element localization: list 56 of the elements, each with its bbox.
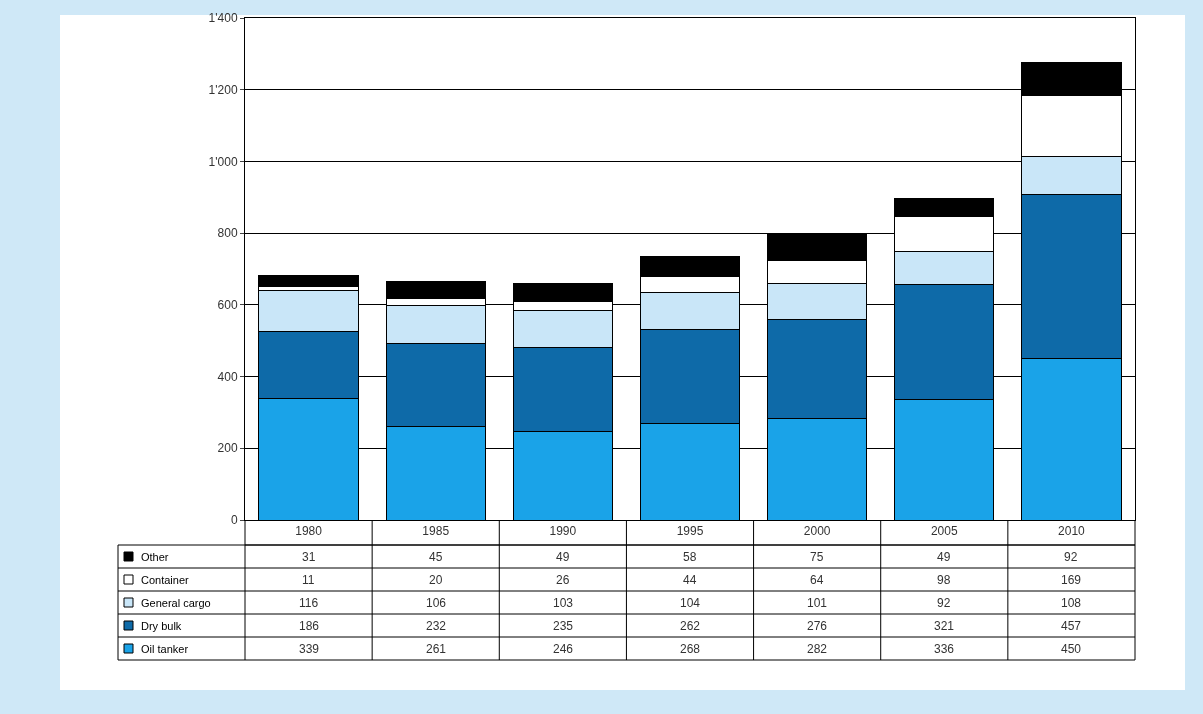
- legend-label: Other: [141, 551, 169, 563]
- y-tick-label: 600: [217, 298, 238, 313]
- x-tick-label: 2000: [803, 524, 831, 539]
- data-label: 11: [302, 573, 315, 587]
- legend-label: General cargo: [141, 597, 211, 609]
- x-tick-label: 2010: [1058, 524, 1086, 539]
- data-label: 116: [299, 596, 319, 610]
- data-label: 262: [680, 619, 701, 633]
- y-tick-label: 800: [217, 226, 238, 241]
- data-label: 186: [299, 619, 320, 633]
- y-tick-label: 200: [217, 441, 238, 456]
- data-label: 336: [934, 642, 955, 656]
- data-label: 235: [553, 619, 574, 633]
- data-label: 44: [683, 573, 697, 587]
- data-label: 339: [299, 642, 320, 656]
- data-label: 169: [1061, 573, 1082, 587]
- data-label: 282: [807, 642, 828, 656]
- x-tick-label: 1980: [295, 524, 323, 539]
- data-label: 98: [937, 573, 951, 587]
- data-label: 450: [1061, 642, 1082, 656]
- data-label: 103: [553, 596, 574, 610]
- data-label: 58: [683, 550, 697, 564]
- y-tick-label: 1'000: [208, 154, 238, 169]
- data-label: 104: [680, 596, 701, 610]
- data-label: 106: [426, 596, 447, 610]
- data-label: 108: [1061, 596, 1082, 610]
- y-tick-label: 400: [217, 369, 238, 384]
- legend-label: Container: [141, 574, 190, 586]
- data-label: 31: [302, 550, 316, 564]
- data-label: 20: [429, 573, 443, 587]
- y-tick-label: 0: [230, 513, 238, 528]
- data-label: 92: [1064, 550, 1078, 564]
- x-tick-label: 1990: [549, 524, 577, 539]
- data-label: 45: [429, 550, 443, 564]
- data-label: 49: [937, 550, 951, 564]
- data-label: 49: [556, 550, 570, 564]
- data-label: 26: [556, 573, 570, 587]
- data-label: 64: [810, 573, 824, 587]
- x-tick-label: 1985: [422, 524, 450, 539]
- data-label: 457: [1061, 619, 1082, 633]
- data-label: 276: [807, 619, 828, 633]
- data-label: 75: [810, 550, 824, 564]
- data-label: 232: [426, 619, 447, 633]
- data-label: 261: [426, 642, 447, 656]
- data-label: 92: [937, 596, 951, 610]
- y-tick-label: 1'200: [208, 82, 238, 97]
- x-tick-label: 1995: [676, 524, 704, 539]
- y-tick-label: 1'400: [208, 11, 238, 26]
- legend-label: Oil tanker: [141, 643, 189, 655]
- legend-label: Dry bulk: [141, 620, 182, 632]
- x-tick-label: 2005: [930, 524, 958, 539]
- data-label: 321: [934, 619, 955, 633]
- data-label: 101: [807, 596, 828, 610]
- data-label: 268: [680, 642, 701, 656]
- data-label: 246: [553, 642, 574, 656]
- bar: [258, 274, 359, 287]
